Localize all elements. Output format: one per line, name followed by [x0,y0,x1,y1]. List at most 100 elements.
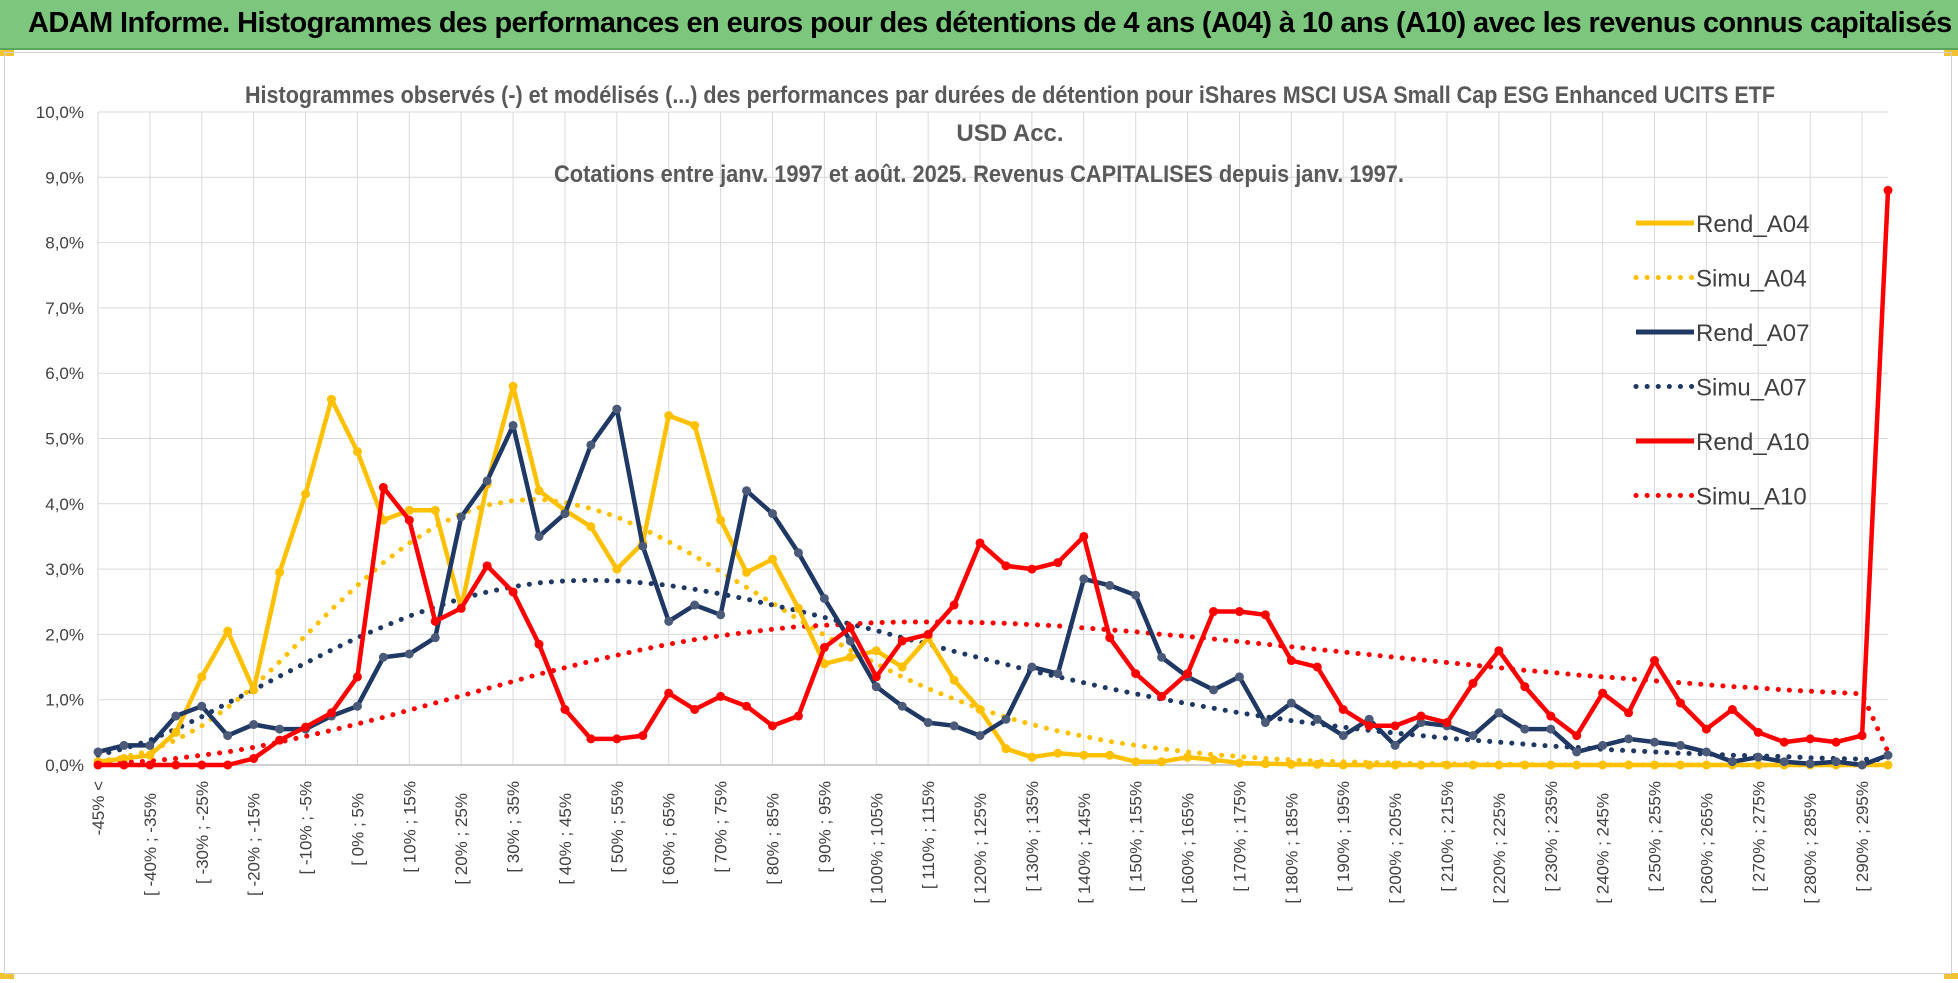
data-point [1338,731,1348,741]
data-point [1857,731,1867,741]
data-point [638,731,648,741]
data-point [1131,669,1141,679]
x-tick-label: [ 200% ; 205% [1386,793,1405,904]
x-tick-label: [ 190% ; 195% [1334,781,1353,892]
series-line [95,619,1891,767]
data-point [1546,724,1556,734]
y-tick-label: 4,0% [45,495,84,514]
data-point [1650,737,1660,747]
data-point [897,636,907,646]
data-point [1520,682,1530,692]
data-point [612,564,622,574]
x-tick-label: [ -10% ; -5% [297,781,316,875]
data-point [404,649,414,659]
data-point [1260,610,1270,620]
data-point [923,629,933,639]
legend-label: Simu_A04 [1696,266,1807,293]
data-point [249,753,259,763]
chart-title-line-2: USD Acc. [956,120,1063,147]
data-point [326,708,336,718]
x-tick-label: [ 100% ; 105% [867,793,886,904]
legend-item: Simu_A04 [1633,266,1807,293]
x-tick-label: [ 150% ; 155% [1127,781,1146,892]
data-point [767,721,777,731]
x-tick-label: [ -30% ; -25% [193,781,212,884]
data-point [690,600,700,610]
legend-item: Rend_A07 [1636,320,1809,347]
y-tick-label: 10,0% [36,103,84,122]
data-point [171,727,181,737]
chart-title-line-3: Cotations entre janv. 1997 et août. 2025… [554,161,1404,188]
data-point [1053,748,1063,758]
data-point [1416,711,1426,721]
gridlines [97,111,1888,766]
data-point [871,646,881,656]
data-point [1546,711,1556,721]
y-tick-label: 8,0% [45,234,84,253]
data-point [534,486,544,496]
data-point [1624,708,1634,718]
data-point [793,548,803,558]
x-axis: -45% < [ -40% ; -35% [ -30% ; -25% [ -20% ;… [89,781,1872,904]
x-tick-label: [ 220% ; 225% [1490,793,1509,904]
data-point [1857,760,1867,770]
data-point [975,731,985,741]
data-point [1494,646,1504,656]
data-point [897,662,907,672]
data-point [975,538,985,548]
data-point [404,515,414,525]
data-point [1079,531,1089,541]
data-point [352,447,362,457]
data-point [612,404,622,414]
data-point [1572,747,1582,757]
data-point [586,522,596,532]
legend-item: Simu_A10 [1633,484,1807,511]
data-point [819,642,829,652]
series-rend-a10 [93,185,1893,770]
x-tick-label: [ 240% ; 245% [1594,793,1613,904]
legend-label: Simu_A10 [1696,484,1807,511]
data-point [249,720,259,730]
data-point [1753,752,1763,762]
corner-marker-bottom-right [1944,973,1958,979]
data-point [145,760,155,770]
x-tick-label: [ 130% ; 135% [1023,781,1042,892]
data-point [767,509,777,519]
data-point [171,760,181,770]
x-tick-label: [ 60% ; 65% [660,793,679,885]
x-tick-label: [ 170% ; 175% [1230,781,1249,892]
x-tick-label: -45% < [89,781,108,835]
data-point [93,747,103,757]
data-point [1105,633,1115,643]
data-point [716,691,726,701]
chart-area [4,52,1952,974]
data-point [1546,760,1556,770]
data-point [1234,672,1244,682]
data-point [1675,760,1685,770]
data-point [1209,685,1219,695]
data-point [1598,740,1608,750]
x-tick-label: [ 140% ; 145% [1075,793,1094,904]
data-point [1286,656,1296,666]
data-point [456,603,466,613]
data-point [1364,760,1374,770]
series-simu-a10 [95,619,1891,767]
data-point [1650,760,1660,770]
legend-item: Rend_A10 [1636,429,1809,456]
data-point [793,603,803,613]
data-point [1157,691,1167,701]
data-point [119,740,129,750]
data-point [456,512,466,522]
data-point [1286,698,1296,708]
corner-marker-bottom-left [0,973,14,979]
series-lines [93,185,1893,770]
data-point [1027,564,1037,574]
report-banner: ADAM Informe. Histogrammes des performan… [0,0,1958,50]
data-point [1520,760,1530,770]
data-point [664,411,674,421]
data-point [1338,760,1348,770]
data-point [560,509,570,519]
data-point [845,652,855,662]
data-point [119,760,129,770]
data-point [819,593,829,603]
